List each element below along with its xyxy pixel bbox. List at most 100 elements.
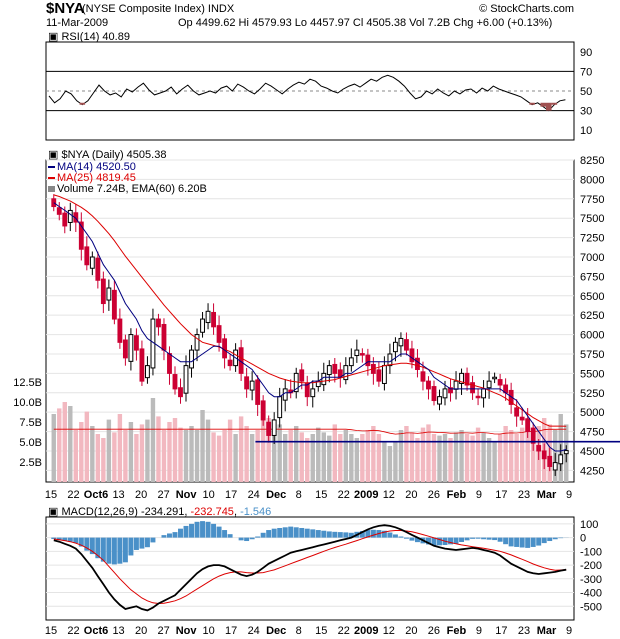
volume-bar	[530, 432, 536, 482]
macd-histogram-bar	[409, 537, 415, 541]
volume-bar	[464, 434, 470, 482]
candle-body	[95, 257, 101, 281]
candle-body	[84, 246, 90, 266]
candle-body	[277, 396, 283, 419]
volume-tick: 7.5B	[19, 417, 42, 429]
macd-histogram-bar	[51, 537, 57, 539]
price-tick-8250: 8250	[580, 155, 604, 167]
macd-histogram-bar	[431, 537, 437, 546]
candle-body	[359, 353, 365, 356]
volume-bar	[431, 434, 437, 482]
candle-body	[519, 416, 525, 421]
price-tick-6500: 6500	[580, 291, 604, 303]
candle-body	[448, 387, 453, 394]
candle-body	[415, 357, 420, 370]
volume-bar	[79, 422, 84, 482]
macd-histogram-bar	[238, 537, 244, 541]
macd-histogram-bar	[492, 537, 498, 541]
macd-histogram-bar	[552, 537, 558, 540]
volume-bar	[393, 442, 398, 482]
volume-tick: 2.5B	[19, 457, 42, 469]
volume-bar	[106, 419, 112, 482]
macd-histogram-bar	[348, 532, 354, 538]
price-tick-6250: 6250	[580, 310, 604, 322]
macd-tick: -500	[580, 601, 602, 613]
candle-body	[442, 388, 448, 399]
price-x-tick: Oct6	[84, 489, 108, 501]
candle-body	[227, 359, 233, 367]
macd-tick: 0	[580, 533, 586, 545]
candle-body	[492, 376, 498, 380]
volume-bar	[497, 434, 503, 482]
candle-body	[404, 339, 409, 351]
macd-x-tick: 23	[518, 625, 530, 637]
price-x-tick: 15	[45, 489, 57, 501]
candle-body	[172, 374, 178, 390]
macd-x-tick: 20	[135, 625, 147, 637]
price-tick-7000: 7000	[580, 252, 604, 264]
macd-histogram-bar	[166, 533, 172, 538]
candle-body	[106, 287, 112, 301]
macd-x-tick: 9	[476, 625, 482, 637]
candle-body	[321, 372, 327, 386]
macd-histogram-bar	[514, 537, 520, 547]
macd-histogram-bar	[403, 537, 409, 539]
macd-histogram-bar	[343, 532, 349, 538]
price-tick-5500: 5500	[580, 368, 604, 380]
candle-body	[475, 395, 481, 399]
macd-histogram-bar	[95, 537, 101, 559]
price-tick-5250: 5250	[580, 388, 604, 400]
macd-panel	[45, 516, 575, 621]
candle-body	[194, 334, 200, 351]
quote-summary: Op 4499.62 Hi 4579.93 Lo 4457.97 Cl 4505…	[178, 17, 553, 29]
price-tick-7250: 7250	[580, 233, 604, 245]
candle-body	[51, 198, 57, 208]
price-x-tick: 9	[476, 489, 482, 501]
volume-bar	[260, 408, 266, 482]
macd-histogram-bar	[464, 537, 470, 541]
candle-body	[304, 382, 310, 398]
candle-body	[205, 310, 211, 324]
rsi-oversold-fill	[551, 102, 558, 105]
volume-bar	[222, 430, 227, 482]
macd-histogram-bar	[381, 530, 387, 538]
volume-bar	[189, 426, 194, 482]
candle-body	[200, 318, 205, 333]
price-label: ▣ $NYA (Daily) 4505.38	[48, 149, 167, 161]
candle-body	[481, 388, 487, 399]
volume-bar	[134, 434, 139, 482]
candle-body	[266, 421, 272, 436]
volume-bar	[172, 418, 178, 482]
candle-body	[376, 369, 382, 382]
macd-x-tick: 20	[405, 625, 417, 637]
macd-histogram-bar	[260, 532, 266, 538]
macd-histogram-bar	[288, 526, 294, 538]
rsi-tick-70: 70	[580, 66, 592, 78]
legend-volume: Volume 7.24B, EMA(60) 6.20B	[48, 183, 207, 195]
macd-histogram-bar	[536, 537, 542, 546]
macd-tick: -200	[580, 560, 602, 572]
price-x-tick: Nov	[176, 489, 198, 501]
macd-x-tick: 2009	[354, 625, 378, 637]
macd-x-tick: 24	[248, 625, 260, 637]
macd-x-tick: 22	[67, 625, 79, 637]
volume-bar	[68, 406, 73, 482]
price-x-tick: 13	[112, 489, 124, 501]
volume-bar	[299, 432, 304, 482]
volume-bar	[101, 438, 106, 482]
macd-histogram-bar	[111, 537, 117, 565]
macd-x-tick: 10	[203, 625, 215, 637]
volume-bar	[409, 432, 415, 482]
candle-body	[343, 365, 349, 381]
price-x-tick: 22	[338, 489, 350, 501]
candle-body	[508, 389, 514, 405]
macd-histogram-bar	[497, 537, 503, 542]
rsi-label: ▣ RSI(14) 40.89	[48, 31, 130, 43]
volume-bar	[277, 424, 282, 482]
volume-bar	[233, 434, 238, 482]
volume-bar	[161, 430, 167, 482]
legend-ma25: MA(25) 4819.45	[48, 172, 136, 184]
candle-body	[486, 380, 492, 389]
candle-body	[189, 349, 194, 369]
